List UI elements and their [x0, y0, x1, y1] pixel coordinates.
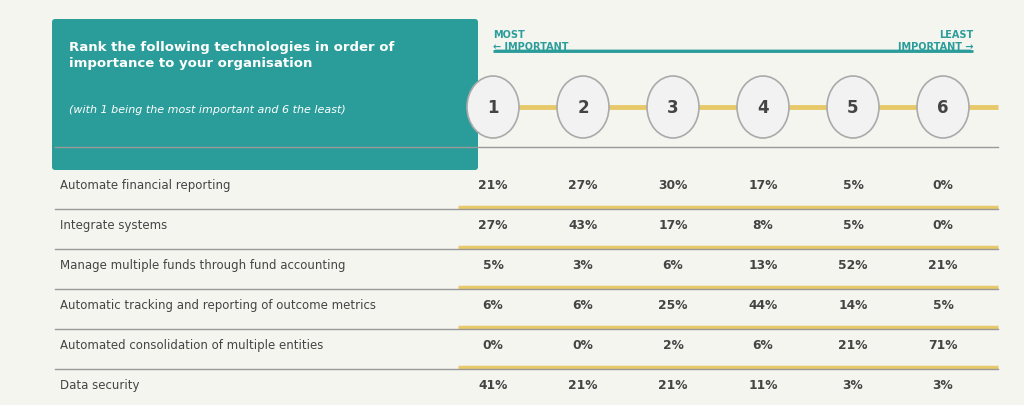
- Text: 27%: 27%: [478, 218, 508, 231]
- Ellipse shape: [467, 77, 519, 139]
- Text: 5%: 5%: [843, 178, 863, 191]
- Text: 44%: 44%: [749, 298, 777, 311]
- Text: Manage multiple funds through fund accounting: Manage multiple funds through fund accou…: [60, 258, 345, 271]
- Text: 5%: 5%: [933, 298, 953, 311]
- Text: 2: 2: [578, 99, 589, 117]
- Text: 25%: 25%: [658, 298, 688, 311]
- Ellipse shape: [647, 77, 699, 139]
- Text: 30%: 30%: [658, 178, 688, 191]
- Text: 71%: 71%: [928, 338, 957, 351]
- Text: 6%: 6%: [482, 298, 504, 311]
- Text: 3: 3: [668, 99, 679, 117]
- Text: Automate financial reporting: Automate financial reporting: [60, 178, 230, 191]
- Text: 21%: 21%: [839, 338, 867, 351]
- Text: 11%: 11%: [749, 378, 778, 391]
- Text: 17%: 17%: [658, 218, 688, 231]
- Text: 6%: 6%: [753, 338, 773, 351]
- Text: 21%: 21%: [928, 258, 957, 271]
- Text: 8%: 8%: [753, 218, 773, 231]
- Text: 3%: 3%: [933, 378, 953, 391]
- Text: IMPORTANT →: IMPORTANT →: [897, 42, 973, 52]
- Text: ← IMPORTANT: ← IMPORTANT: [493, 42, 568, 52]
- Text: 2%: 2%: [663, 338, 683, 351]
- Ellipse shape: [737, 77, 790, 139]
- Text: 0%: 0%: [482, 338, 504, 351]
- Text: Data security: Data security: [60, 378, 139, 391]
- Text: 6%: 6%: [663, 258, 683, 271]
- Text: 1: 1: [487, 99, 499, 117]
- Text: 17%: 17%: [749, 178, 778, 191]
- Text: 14%: 14%: [839, 298, 867, 311]
- Text: 5: 5: [847, 99, 859, 117]
- Text: 4: 4: [757, 99, 769, 117]
- Text: Automated consolidation of multiple entities: Automated consolidation of multiple enti…: [60, 338, 324, 351]
- FancyBboxPatch shape: [52, 20, 478, 171]
- Text: MOST: MOST: [493, 30, 524, 40]
- Text: 3%: 3%: [843, 378, 863, 391]
- Text: 0%: 0%: [572, 338, 594, 351]
- Text: 5%: 5%: [482, 258, 504, 271]
- Text: 6: 6: [937, 99, 949, 117]
- Text: Automatic tracking and reporting of outcome metrics: Automatic tracking and reporting of outc…: [60, 298, 376, 311]
- Text: 27%: 27%: [568, 178, 598, 191]
- Text: LEAST: LEAST: [939, 30, 973, 40]
- Text: 21%: 21%: [658, 378, 688, 391]
- Text: 41%: 41%: [478, 378, 508, 391]
- Text: 13%: 13%: [749, 258, 777, 271]
- Text: 3%: 3%: [572, 258, 593, 271]
- Text: 5%: 5%: [843, 218, 863, 231]
- Ellipse shape: [827, 77, 879, 139]
- Text: 43%: 43%: [568, 218, 598, 231]
- Text: (with 1 being the most important and 6 the least): (with 1 being the most important and 6 t…: [69, 105, 346, 115]
- Text: 0%: 0%: [933, 218, 953, 231]
- Text: Rank the following technologies in order of
importance to your organisation: Rank the following technologies in order…: [69, 41, 394, 70]
- Ellipse shape: [918, 77, 969, 139]
- Ellipse shape: [557, 77, 609, 139]
- Text: 21%: 21%: [568, 378, 598, 391]
- Text: 0%: 0%: [933, 178, 953, 191]
- Text: 52%: 52%: [839, 258, 867, 271]
- Text: 21%: 21%: [478, 178, 508, 191]
- Text: Integrate systems: Integrate systems: [60, 218, 167, 231]
- Text: 6%: 6%: [572, 298, 593, 311]
